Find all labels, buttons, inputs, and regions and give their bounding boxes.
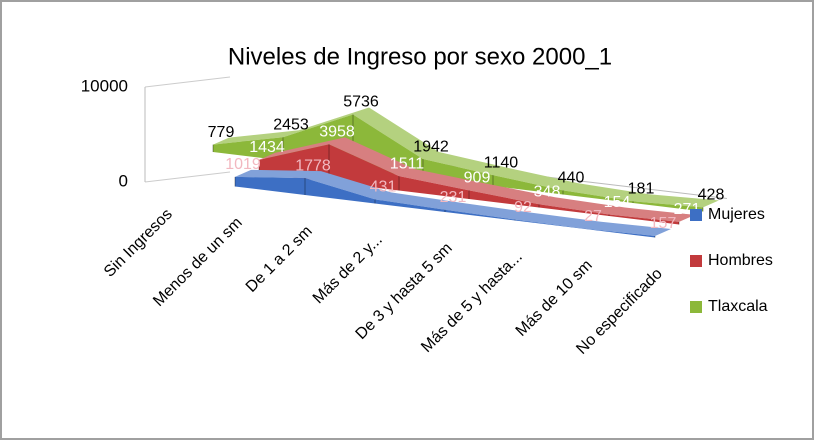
data-label: 348 (534, 183, 561, 200)
data-label: 1778 (295, 157, 331, 174)
data-label: 1140 (484, 154, 519, 171)
chart-title: Niveles de Ingreso por sexo 2000_1 (228, 43, 612, 70)
data-label: 1434 (249, 139, 285, 156)
legend-label: Tlaxcala (708, 298, 768, 315)
legend-swatch (690, 209, 702, 221)
data-label: 1019 (225, 156, 261, 173)
legend-label: Mujeres (708, 206, 765, 223)
legend-swatch (690, 301, 702, 313)
grid-line (144, 76, 231, 88)
data-label: 909 (464, 170, 491, 187)
area (213, 114, 703, 212)
data-label: 779 (208, 124, 235, 141)
data-label: 231 (440, 189, 467, 206)
area-top (259, 137, 695, 222)
data-label: 2453 (273, 116, 309, 133)
data-label: 428 (698, 187, 725, 204)
data-label: 154 (604, 194, 631, 211)
data-label: 1511 (390, 155, 425, 172)
area-top (213, 107, 719, 208)
data-label: 1942 (413, 138, 449, 155)
data-label: 157 (650, 215, 677, 232)
data-label: 92 (514, 199, 532, 216)
area (235, 176, 655, 238)
legend-label: Hombres (708, 252, 773, 269)
data-label: 431 (370, 179, 397, 196)
data-label: 440 (558, 170, 585, 187)
area-top (235, 169, 671, 237)
data-label: 181 (628, 180, 655, 197)
y-tick-label: 10000 (81, 76, 128, 95)
data-label: 27 (584, 208, 602, 225)
data-label: 5736 (343, 94, 379, 111)
y-tick-label: 0 (119, 171, 128, 190)
data-label: 3958 (319, 124, 355, 141)
legend-swatch (690, 255, 702, 267)
area (259, 144, 679, 225)
grid-line (144, 171, 231, 183)
